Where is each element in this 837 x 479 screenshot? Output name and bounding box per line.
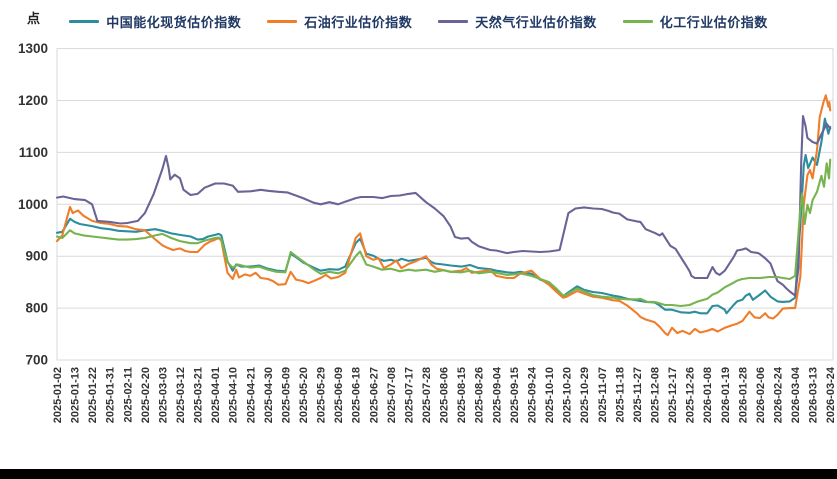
svg-text:2025-10-29: 2025-10-29: [579, 367, 591, 423]
svg-text:2025-04-10: 2025-04-10: [228, 367, 240, 423]
svg-text:2025-07-17: 2025-07-17: [404, 367, 416, 423]
svg-text:2025-02-11: 2025-02-11: [122, 367, 134, 423]
legend-item-china-energy-spot: 中国能化现货估价指数: [69, 12, 241, 31]
chart-svg: 700 800 900 1000 1100 1200 1300 2025-01-02 2025-…: [18, 41, 837, 423]
svg-text:2025-04-01: 2025-04-01: [210, 367, 222, 423]
legend-swatch: [622, 20, 653, 23]
legend-label: 化工行业估价指数: [659, 15, 768, 30]
svg-text:2025-09-04: 2025-09-04: [491, 366, 503, 423]
svg-text:2025-03-21: 2025-03-21: [193, 367, 205, 423]
svg-text:2026-01-08: 2026-01-08: [702, 367, 714, 423]
svg-text:2025-11-27: 2025-11-27: [632, 367, 644, 423]
svg-text:2025-02-20: 2025-02-20: [140, 367, 152, 423]
svg-text:2025-09-24: 2025-09-24: [527, 366, 539, 423]
legend-item-natural-gas-industry: 天然气行业估价指数: [438, 12, 597, 31]
svg-text:1200: 1200: [18, 93, 48, 108]
svg-text:2025-08-15: 2025-08-15: [456, 367, 468, 423]
svg-text:2025-08-06: 2025-08-06: [439, 367, 451, 423]
legend-label: 石油行业估价指数: [304, 15, 413, 30]
svg-text:2025-07-28: 2025-07-28: [421, 367, 433, 423]
line-chart: 700 800 900 1000 1100 1200 1300 2025-01-02 2025-…: [18, 41, 837, 423]
svg-text:2025-07-08: 2025-07-08: [386, 367, 398, 423]
svg-text:2026-02-24: 2026-02-24: [773, 366, 785, 423]
svg-text:2025-01-22: 2025-01-22: [87, 367, 99, 423]
svg-text:2026-01-28: 2026-01-28: [737, 367, 749, 423]
svg-text:2025-06-27: 2025-06-27: [368, 367, 380, 423]
svg-text:2026-03-24: 2026-03-24: [825, 366, 837, 423]
svg-text:1100: 1100: [19, 145, 48, 160]
svg-text:2025-05-20: 2025-05-20: [298, 367, 310, 423]
y-axis-unit-label: 点: [27, 11, 41, 26]
svg-text:2025-05-29: 2025-05-29: [316, 367, 328, 423]
svg-text:2026-01-19: 2026-01-19: [720, 367, 732, 423]
svg-text:2025-12-17: 2025-12-17: [667, 367, 679, 423]
svg-text:2025-01-02: 2025-01-02: [52, 367, 64, 423]
svg-text:2025-03-03: 2025-03-03: [157, 367, 169, 423]
svg-text:2025-10-20: 2025-10-20: [562, 367, 574, 423]
svg-text:2025-12-26: 2025-12-26: [685, 367, 697, 423]
legend-label: 中国能化现货估价指数: [106, 15, 242, 30]
svg-text:2026-02-06: 2026-02-06: [755, 367, 767, 423]
svg-text:2025-04-30: 2025-04-30: [263, 367, 275, 423]
legend-label: 天然气行业估价指数: [475, 15, 597, 30]
svg-text:900: 900: [25, 249, 48, 264]
footer-black-bar: [0, 469, 837, 479]
legend-swatch: [267, 20, 298, 23]
svg-text:2025-06-18: 2025-06-18: [351, 367, 363, 423]
legend-swatch: [438, 20, 469, 23]
svg-text:2025-11-18: 2025-11-18: [614, 367, 626, 423]
svg-text:2026-03-04: 2026-03-04: [790, 366, 802, 423]
svg-text:2025-09-15: 2025-09-15: [509, 367, 521, 423]
svg-text:1300: 1300: [18, 41, 48, 56]
svg-text:2025-08-26: 2025-08-26: [474, 367, 486, 423]
legend: 中国能化现货估价指数 石油行业估价指数 天然气行业估价指数 化工行业估价指数: [0, 12, 837, 31]
legend-swatch: [69, 20, 100, 23]
svg-text:2025-11-07: 2025-11-07: [597, 367, 609, 423]
svg-text:2025-01-31: 2025-01-31: [105, 367, 117, 423]
svg-text:800: 800: [25, 301, 48, 316]
svg-text:2025-03-12: 2025-03-12: [175, 367, 187, 423]
svg-text:2025-01-13: 2025-01-13: [70, 367, 82, 423]
svg-text:2025-06-09: 2025-06-09: [333, 367, 345, 423]
legend-item-oil-industry: 石油行业估价指数: [267, 12, 412, 31]
svg-text:2025-04-21: 2025-04-21: [245, 367, 257, 423]
legend-item-chemical-industry: 化工行业估价指数: [622, 12, 768, 31]
svg-text:2025-05-09: 2025-05-09: [280, 367, 292, 423]
svg-text:1000: 1000: [18, 197, 48, 212]
svg-text:2026-03-13: 2026-03-13: [808, 367, 820, 423]
svg-text:2025-12-08: 2025-12-08: [650, 367, 662, 423]
svg-text:700: 700: [25, 353, 48, 368]
svg-text:2025-10-10: 2025-10-10: [544, 367, 556, 423]
